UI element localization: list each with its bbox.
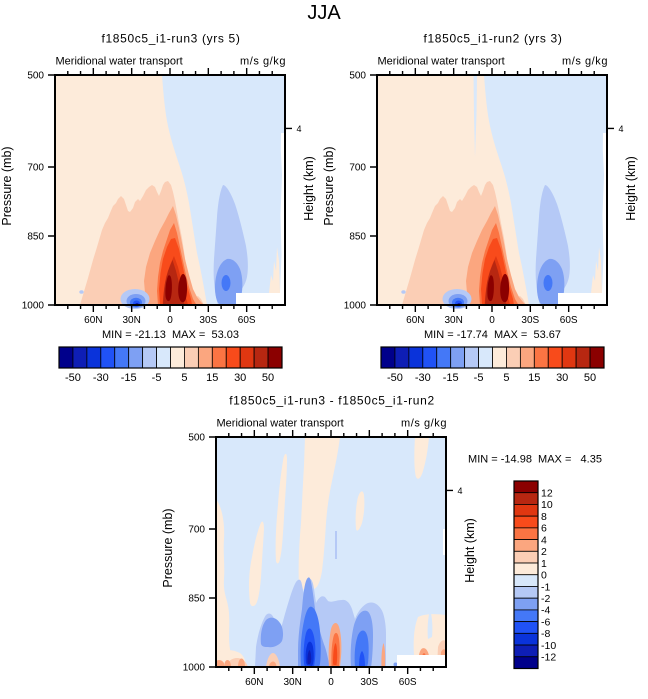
svg-text:-1: -1 [541,581,550,593]
svg-text:-6: -6 [541,616,550,628]
svg-text:60N: 60N [245,677,263,688]
svg-text:30S: 30S [360,677,378,688]
svg-text:f1850c5_i1-run3 (yrs 5): f1850c5_i1-run3 (yrs 5) [101,32,240,46]
svg-text:850: 850 [27,232,44,243]
svg-text:Pressure (mb): Pressure (mb) [322,146,336,225]
svg-text:MIN = -17.74 MAX = 53.67: MIN = -17.74 MAX = 53.67 [424,329,561,341]
svg-text:0: 0 [541,570,547,582]
svg-text:-12: -12 [541,652,556,664]
svg-text:1000: 1000 [22,301,45,312]
svg-text:Meridional water transport: Meridional water transport [56,56,183,68]
svg-text:50: 50 [584,372,596,384]
svg-text:500: 500 [349,71,366,82]
svg-text:30N: 30N [444,315,462,326]
svg-text:500: 500 [188,433,205,444]
svg-text:30S: 30S [521,315,539,326]
svg-text:5: 5 [503,372,509,384]
svg-text:30: 30 [234,372,246,384]
svg-text:Meridional water transport: Meridional water transport [217,418,344,430]
svg-text:700: 700 [188,525,205,536]
svg-text:-5: -5 [474,372,484,384]
svg-text:Height (km): Height (km) [302,156,316,221]
svg-text:30: 30 [556,372,568,384]
svg-text:-50: -50 [387,372,403,384]
svg-text:-4: -4 [541,605,550,617]
svg-text:700: 700 [349,163,366,174]
svg-text:m/s g/kg: m/s g/kg [240,56,286,68]
svg-text:0: 0 [489,315,495,326]
svg-text:MIN = -21.13 MAX = 53.03: MIN = -21.13 MAX = 53.03 [102,329,239,341]
svg-text:JJA: JJA [307,2,341,24]
svg-text:60S: 60S [560,315,578,326]
svg-text:4: 4 [541,534,547,546]
svg-text:6: 6 [541,523,547,535]
svg-text:12: 12 [541,488,553,500]
svg-text:Pressure (mb): Pressure (mb) [161,508,175,587]
svg-text:0: 0 [328,677,334,688]
svg-text:8: 8 [541,511,547,523]
svg-text:500: 500 [27,71,44,82]
svg-text:-15: -15 [443,372,459,384]
svg-text:50: 50 [262,372,274,384]
svg-text:4: 4 [618,124,623,134]
svg-text:MIN = -14.98 MAX = 4.35: MIN = -14.98 MAX = 4.35 [468,454,602,466]
svg-text:15: 15 [528,372,540,384]
svg-text:Height (km): Height (km) [463,518,477,583]
svg-text:60S: 60S [238,315,256,326]
svg-text:10: 10 [541,499,553,511]
svg-text:4: 4 [457,486,462,496]
svg-text:-5: -5 [152,372,162,384]
svg-text:-2: -2 [541,593,550,605]
svg-text:-50: -50 [65,372,81,384]
svg-text:60N: 60N [406,315,424,326]
svg-text:Meridional water transport: Meridional water transport [378,56,505,68]
svg-text:-30: -30 [93,372,109,384]
svg-text:2: 2 [541,546,547,558]
svg-text:1000: 1000 [344,301,367,312]
svg-text:-15: -15 [121,372,137,384]
svg-text:-30: -30 [415,372,431,384]
svg-text:f1850c5_i1-run3 - f1850c5_i1-r: f1850c5_i1-run3 - f1850c5_i1-run2 [229,394,435,408]
svg-text:850: 850 [349,232,366,243]
svg-text:60N: 60N [84,315,102,326]
svg-text:m/s g/kg: m/s g/kg [401,418,447,430]
svg-text:60S: 60S [399,677,417,688]
svg-text:700: 700 [27,163,44,174]
svg-text:1: 1 [541,558,547,570]
svg-text:m/s g/kg: m/s g/kg [562,56,608,68]
svg-text:5: 5 [181,372,187,384]
svg-text:1000: 1000 [183,663,206,674]
svg-text:0: 0 [167,315,173,326]
svg-text:30N: 30N [122,315,140,326]
svg-text:-8: -8 [541,628,550,640]
svg-text:f1850c5_i1-run2 (yrs 3): f1850c5_i1-run2 (yrs 3) [423,32,562,46]
svg-text:Height (km): Height (km) [624,156,638,221]
svg-text:15: 15 [206,372,218,384]
svg-text:4: 4 [296,124,301,134]
svg-text:30S: 30S [199,315,217,326]
svg-text:-10: -10 [541,640,556,652]
svg-text:850: 850 [188,594,205,605]
svg-text:30N: 30N [283,677,301,688]
svg-text:Pressure (mb): Pressure (mb) [0,146,14,225]
